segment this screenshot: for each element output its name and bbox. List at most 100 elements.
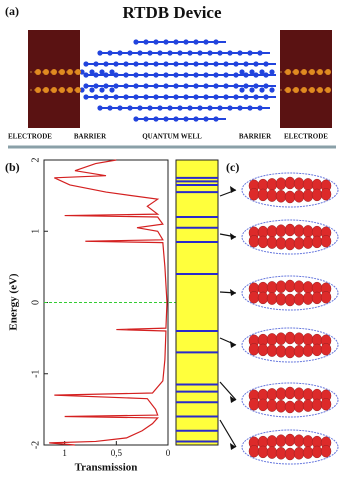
arrow-head [230, 443, 236, 450]
atom [157, 105, 163, 111]
atom [207, 50, 213, 56]
atom [237, 105, 243, 111]
atom [103, 61, 109, 67]
y-tick-label: -2 [30, 441, 41, 449]
orbital-lobe [275, 224, 287, 237]
atom [143, 39, 149, 45]
arrow-head [230, 396, 236, 403]
region-label: ELECTRODE [8, 133, 52, 141]
atom [89, 87, 95, 93]
atom [51, 69, 57, 75]
orbital-lobe [302, 435, 314, 448]
atom [93, 94, 99, 100]
atom [253, 61, 259, 67]
atom [89, 69, 95, 75]
orbital-lobe [275, 293, 287, 306]
atom [243, 72, 249, 78]
orbital-lobe [284, 331, 296, 345]
orbital-lobe [302, 399, 314, 412]
atom [263, 61, 269, 67]
atom [227, 105, 233, 111]
atom [59, 87, 65, 93]
atom [127, 50, 133, 56]
orbital-lobe [320, 234, 332, 248]
atom [183, 83, 189, 89]
atom [113, 61, 119, 67]
atom [99, 87, 105, 93]
atom [173, 116, 179, 122]
atom [133, 61, 139, 67]
orbital-lobe [275, 177, 287, 190]
orbital-lobe [284, 237, 296, 251]
orbital-lobe [302, 281, 314, 294]
atom [243, 83, 249, 89]
atom [147, 105, 153, 111]
orbital-lobe [293, 345, 305, 358]
atom [103, 83, 109, 89]
atom [309, 69, 315, 75]
atom [217, 50, 223, 56]
atom [75, 69, 81, 75]
arrow-head [230, 233, 236, 240]
orbital-lobe [311, 343, 323, 357]
atom [163, 116, 169, 122]
atom [107, 50, 113, 56]
orbital-lobe [266, 333, 278, 346]
atom [213, 39, 219, 45]
orbital-lobe [311, 188, 323, 202]
atom [127, 105, 133, 111]
orbitals [219, 172, 339, 465]
atom [317, 87, 323, 93]
orbital-lobe [266, 344, 278, 357]
orbital-lobe [284, 190, 296, 204]
molecule-outline [241, 429, 339, 465]
atom [133, 72, 139, 78]
atom [249, 69, 255, 75]
atom [153, 116, 159, 122]
atom [233, 72, 239, 78]
atom [143, 72, 149, 78]
orbital-lobe [293, 447, 305, 460]
atom [227, 50, 233, 56]
atom [213, 94, 219, 100]
orbital-lobe [293, 332, 305, 345]
atom [203, 94, 209, 100]
atom [43, 69, 49, 75]
atom [123, 72, 129, 78]
molecule [79, 39, 276, 122]
atom [317, 69, 323, 75]
atom [285, 69, 291, 75]
orbital-lobe [311, 291, 323, 305]
atom [203, 39, 209, 45]
atom [67, 69, 73, 75]
atom [93, 61, 99, 67]
atom [253, 72, 259, 78]
orbital-lobe [275, 434, 287, 447]
y-tick-label: 1 [30, 229, 41, 234]
orbital-lobe [275, 345, 287, 358]
atom [243, 94, 249, 100]
orbital-lobe [320, 187, 332, 201]
electrode [28, 30, 80, 128]
orbital-lobe [284, 386, 296, 400]
atom [117, 50, 123, 56]
atom [83, 83, 89, 89]
orbital-lobe [257, 291, 269, 305]
atom [103, 94, 109, 100]
level-panel [175, 159, 219, 446]
orbital-lobe [266, 399, 278, 412]
atom [167, 105, 173, 111]
atom [193, 116, 199, 122]
atom [183, 94, 189, 100]
atom [193, 61, 199, 67]
atom [293, 87, 299, 93]
atom [183, 116, 189, 122]
orbital-lobe [284, 345, 296, 359]
atom [193, 39, 199, 45]
atom [35, 87, 41, 93]
arrow-head [230, 186, 236, 193]
molecule-outline [241, 327, 339, 363]
atom [253, 94, 259, 100]
molecule-outline [241, 172, 339, 208]
orbital-lobe [302, 178, 314, 191]
